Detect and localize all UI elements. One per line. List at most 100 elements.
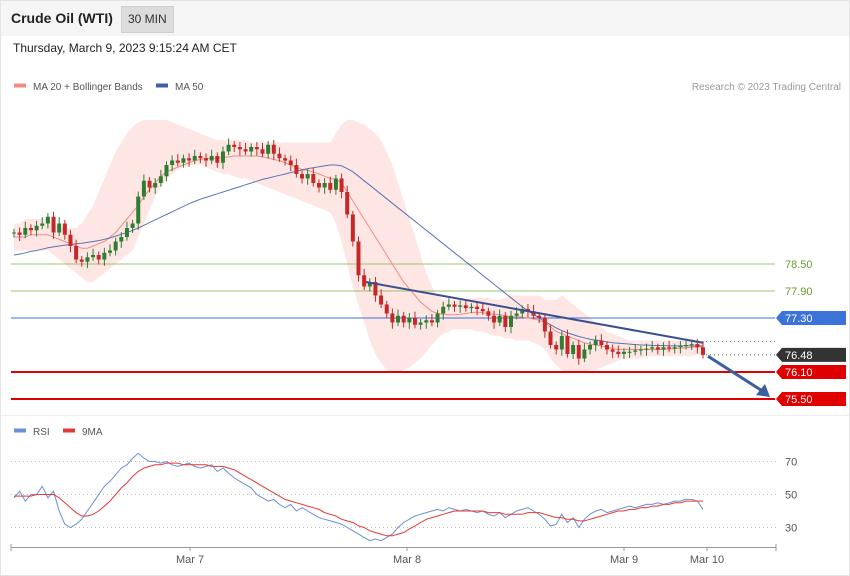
candle-body [40, 223, 45, 226]
candle-body [661, 347, 666, 350]
candle-body [435, 313, 440, 323]
candle-body [463, 305, 468, 309]
candle-body [678, 345, 683, 348]
candle-body [407, 318, 412, 323]
candle-body [74, 246, 79, 260]
candle-body [429, 320, 434, 323]
candle-body [650, 347, 655, 349]
candle-body [644, 348, 649, 350]
rsi-ma-legend-swatch [63, 428, 75, 433]
rsi-panel: 30 50 70 [11, 452, 797, 542]
copyright-label: Research © 2023 Trading Central [692, 82, 841, 93]
ma50-legend-label: MA 50 [175, 82, 204, 93]
level-tag [776, 365, 846, 379]
candle-body [554, 345, 559, 350]
level-tag [776, 311, 846, 325]
rsi-line [13, 452, 704, 542]
candle-body [170, 160, 175, 165]
candle-body [633, 350, 638, 352]
candle-body [102, 252, 107, 260]
candle-body [249, 147, 254, 152]
level-label-75.50: 75.50 [776, 392, 846, 406]
candle-body [119, 237, 124, 242]
candle-body [492, 315, 497, 323]
candle-body [497, 315, 502, 323]
candle-body [610, 349, 615, 352]
candle-body [141, 180, 146, 197]
candle-body [209, 156, 214, 161]
candle-body [300, 174, 305, 179]
candle-body [367, 282, 372, 287]
candle-body [17, 232, 22, 235]
level-label-76.48: 76.48 [776, 347, 846, 362]
candlesticks [12, 138, 705, 365]
candle-body [458, 305, 463, 307]
candle-body [57, 223, 62, 233]
candle-body [695, 344, 700, 348]
level-label-78.50: 78.50 [785, 259, 813, 271]
candle-body [243, 149, 248, 152]
level-label-77.90: 77.90 [785, 286, 813, 298]
candle-body [153, 183, 158, 188]
candle-body [599, 340, 604, 345]
candle-body [45, 216, 50, 224]
candle-body [390, 313, 395, 323]
candle-body [356, 241, 361, 276]
candle-body [559, 336, 564, 350]
instrument-title: Crude Oil (WTI) [11, 10, 113, 26]
candle-body [593, 340, 598, 345]
candle-body [520, 309, 525, 314]
candle-body [672, 347, 677, 349]
ma20-line [14, 155, 704, 350]
candle-body [204, 158, 209, 161]
candle-body [187, 158, 192, 161]
candle-body [220, 151, 225, 163]
candle-body [401, 315, 406, 323]
candle-body [198, 156, 203, 159]
candle-body [62, 223, 67, 235]
candle-body [232, 144, 237, 147]
rsi-tick-30: 30 [785, 523, 797, 535]
x-axis: Mar 7 Mar 8 Mar 9 Mar 10 [10, 544, 777, 566]
ma50-legend-swatch [156, 83, 168, 88]
candle-body [85, 257, 90, 262]
timeframe-badge[interactable]: 30 MIN [121, 6, 174, 33]
candle-body [311, 174, 316, 183]
candle-body [616, 351, 621, 354]
candle-body [345, 192, 350, 215]
candle-body [68, 234, 73, 246]
candle-body [503, 315, 508, 327]
candle-body [51, 216, 56, 233]
candle-body [91, 255, 96, 258]
candle-body [373, 282, 378, 296]
ma20-legend-label: MA 20 + Bollinger Bands [33, 82, 143, 93]
candle-body [79, 259, 84, 262]
candle-body [34, 225, 39, 231]
candle-body [108, 250, 113, 253]
level-tag [776, 392, 846, 406]
candle-body [621, 351, 626, 354]
candle-body [604, 345, 609, 350]
candle-body [582, 349, 587, 359]
candle-body [175, 160, 180, 163]
candle-body [283, 158, 288, 161]
level-text: 76.10 [785, 367, 813, 379]
candle-body [113, 241, 118, 251]
candle-body [396, 315, 401, 323]
candle-body [525, 309, 530, 312]
candle-body [130, 223, 135, 228]
candle-body [684, 345, 689, 346]
candle-body [424, 320, 429, 323]
candle-body [339, 178, 344, 192]
candle-body [486, 311, 491, 316]
candle-body [147, 180, 152, 188]
rsi-legend-swatch [14, 428, 26, 433]
level-text: 75.50 [785, 394, 813, 406]
candle-body [136, 196, 141, 224]
candle-body [588, 345, 593, 350]
candle-body [96, 255, 101, 260]
candle-body [469, 306, 474, 309]
candle-body [446, 304, 451, 307]
candle-body [322, 183, 327, 188]
candle-body [576, 345, 581, 359]
